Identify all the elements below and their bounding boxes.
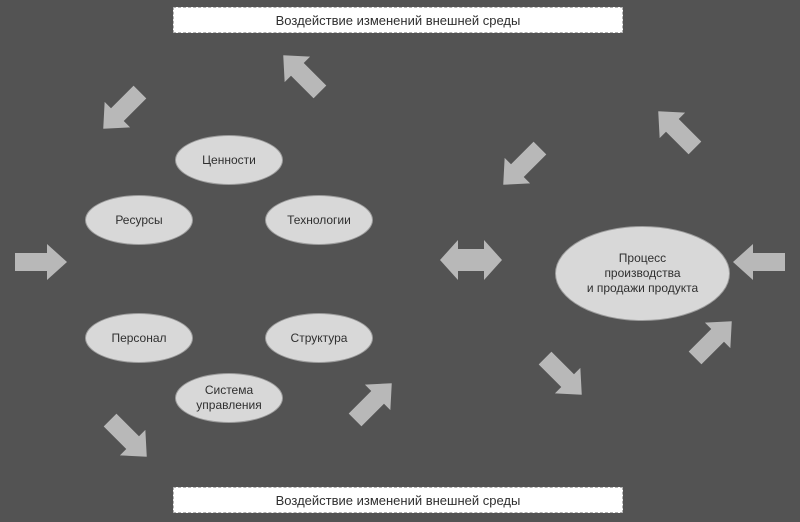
banner-top-text: Воздействие изменений внешней среды [276, 13, 521, 28]
banner-top: Воздействие изменений внешней среды [173, 7, 623, 33]
node-process-label: Процесспроизводстваи продажи продукта [587, 251, 698, 296]
arrow-cluster-bottom-left [97, 407, 159, 469]
node-resources: Ресурсы [85, 195, 193, 245]
node-personnel: Персонал [85, 313, 193, 363]
node-values: Ценности [175, 135, 283, 185]
node-structure-label: Структура [291, 331, 348, 346]
node-process: Процесспроизводстваи продажи продукта [555, 226, 730, 321]
diagram-canvas: Воздействие изменений внешней среды Возд… [0, 0, 800, 522]
node-structure: Структура [265, 313, 373, 363]
arrow-cluster-left [15, 244, 67, 280]
arrow-center-double [440, 240, 502, 280]
arrow-process-right [733, 244, 785, 280]
node-management: Системауправления [175, 373, 283, 423]
node-values-label: Ценности [202, 153, 256, 168]
banner-bottom-text: Воздействие изменений внешней среды [276, 493, 521, 508]
arrow-cluster-top-left [91, 79, 153, 141]
arrow-process-top-left [491, 135, 553, 197]
arrow-process-top-right [646, 99, 708, 161]
arrow-cluster-top-right [271, 43, 333, 105]
node-personnel-label: Персонал [111, 331, 166, 346]
node-technology: Технологии [265, 195, 373, 245]
banner-bottom: Воздействие изменений внешней среды [173, 487, 623, 513]
node-technology-label: Технологии [287, 213, 351, 228]
node-resources-label: Ресурсы [115, 213, 162, 228]
arrow-process-bottom-right [682, 309, 744, 371]
arrow-cluster-bottom-right [342, 371, 404, 433]
node-management-label: Системауправления [196, 383, 261, 413]
arrow-process-bottom-left [532, 345, 594, 407]
